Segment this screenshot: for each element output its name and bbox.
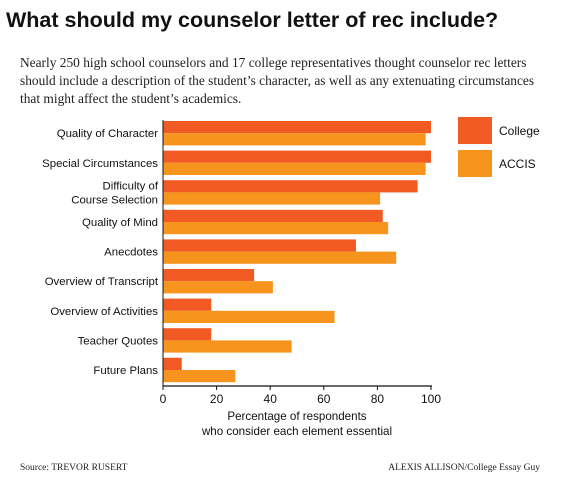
bar-accis-1 (163, 162, 426, 175)
bar-accis-4 (163, 251, 397, 264)
legend-label-college: College (499, 124, 540, 138)
source-note: Source: TREVOR RUSERT (20, 463, 128, 473)
x-tick-label: 80 (371, 392, 385, 406)
bar-accis-8 (163, 370, 236, 383)
x-tick-label: 100 (421, 392, 441, 406)
legend: College ACCIS (458, 117, 540, 177)
x-tick-label: 0 (160, 392, 167, 406)
bar-college-6 (163, 298, 212, 311)
legend-swatch-accis (458, 150, 492, 177)
bars-group (163, 121, 431, 383)
bar-college-5 (163, 269, 255, 282)
x-axis: 0 20 40 60 80 100 Percentage of respondents who… (160, 120, 441, 438)
x-tick-label: 60 (317, 392, 331, 406)
bar-accis-0 (163, 133, 426, 146)
x-axis-title: Percentage of respondents who consider ea… (201, 410, 392, 438)
category-label: Anecdotes (104, 247, 158, 259)
chart-subtitle: Nearly 250 high school counselors and 17… (20, 55, 535, 106)
bar-accis-2 (163, 192, 381, 205)
category-label: Overview of Activities (50, 306, 158, 318)
bar-accis-5 (163, 281, 273, 294)
category-label: Quality of Mind (82, 217, 158, 229)
bar-college-0 (163, 121, 431, 134)
bar-college-4 (163, 239, 356, 252)
bar-college-7 (163, 328, 212, 341)
credit-note: ALEXIS ALLISON/College Essay Guy (388, 463, 540, 473)
bar-college-8 (163, 357, 182, 370)
bar-accis-3 (163, 222, 389, 235)
legend-label-accis: ACCIS (499, 157, 536, 171)
x-tick-label: 40 (264, 392, 278, 406)
category-label: Quality of Character (57, 128, 158, 140)
bar-college-1 (163, 150, 431, 163)
x-tick-label: 20 (210, 392, 224, 406)
bar-accis-7 (163, 340, 292, 353)
bar-college-2 (163, 180, 418, 193)
chart-title: What should my counselor letter of rec i… (6, 8, 499, 32)
legend-swatch-college (458, 117, 492, 144)
category-label: Overview of Transcript (45, 276, 159, 288)
category-label: Difficulty of Course Selection (71, 180, 159, 206)
bar-college-3 (163, 209, 383, 222)
category-labels: Quality of Character Special Circumstance… (42, 128, 159, 377)
bar-accis-6 (163, 310, 335, 323)
category-label: Teacher Quotes (78, 335, 159, 347)
category-label: Special Circumstances (42, 158, 158, 170)
category-label: Future Plans (93, 365, 158, 377)
